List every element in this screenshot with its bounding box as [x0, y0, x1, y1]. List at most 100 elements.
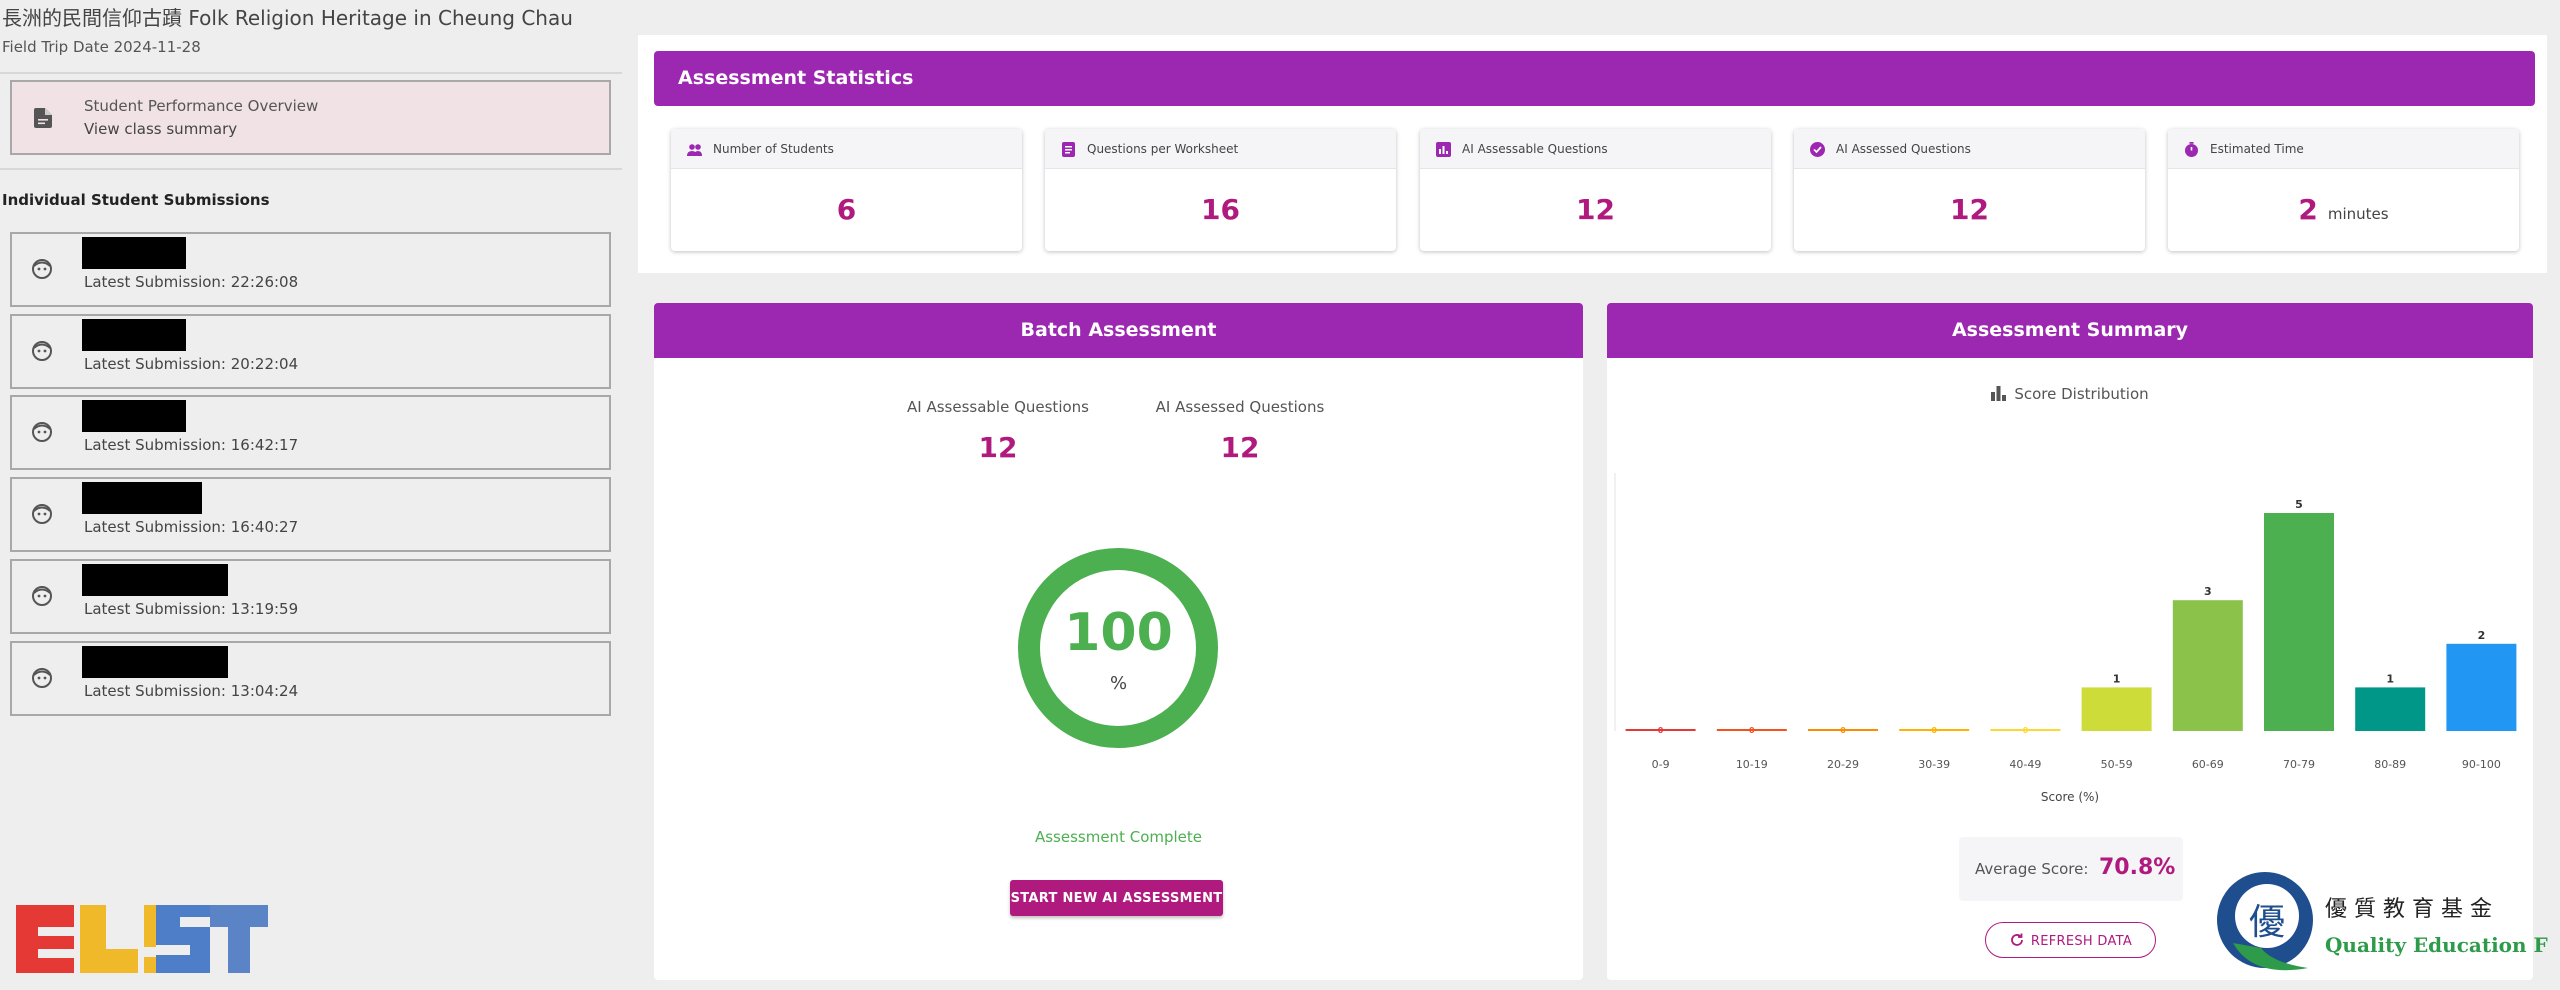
batch-title: Batch Assessment	[1020, 319, 1217, 341]
batch-panel: Batch Assessment AI Assessable Questions…	[654, 303, 1583, 980]
data-label-0-9: 0	[1658, 726, 1664, 735]
summary-title: Assessment Summary	[1951, 319, 2189, 341]
submission-time: Latest Submission: 16:40:27	[84, 518, 299, 537]
face-icon	[32, 422, 52, 443]
x-tick-label: 40-49	[2009, 758, 2041, 771]
stat-card: Questions per Worksheet 16	[1045, 129, 1396, 251]
x-tick-label: 0-9	[1652, 758, 1670, 771]
bar-30-39[interactable]	[1899, 729, 1970, 731]
stat-unit: minutes	[2327, 205, 2389, 223]
data-label-50-59: 1	[2113, 672, 2121, 685]
data-label-10-19: 0	[1749, 726, 1755, 735]
redacted-name	[82, 318, 186, 351]
refresh-data-label: REFRESH DATA	[2030, 933, 2133, 949]
divider	[0, 72, 622, 74]
worksheet-icon	[1062, 142, 1075, 157]
summary-panel: Assessment Summary Score Distribution 0 0…	[1607, 303, 2533, 980]
average-score-value: 70.8%	[2099, 855, 2176, 880]
document-icon	[34, 108, 52, 128]
batch-header: Batch Assessment	[654, 303, 1583, 358]
bar-50-59[interactable]	[2081, 687, 2152, 731]
stat-value: 16	[1045, 193, 1396, 226]
stat-label: AI Assessable Questions	[1462, 142, 1608, 156]
data-label-60-69: 3	[2204, 585, 2212, 598]
submission-time: Latest Submission: 22:26:08	[84, 273, 299, 291]
stat-value: 12	[1420, 193, 1771, 226]
redacted-name	[82, 645, 228, 678]
data-label-80-89: 1	[2386, 672, 2394, 685]
x-tick-label: 80-89	[2374, 758, 2406, 771]
timer-icon	[2185, 142, 2198, 157]
data-label-90-100: 2	[2478, 629, 2486, 642]
stat-card: Estimated Time 2 minutes	[2168, 129, 2519, 251]
stat-number: 2	[2298, 193, 2318, 226]
data-label-70-79: 5	[2295, 498, 2303, 511]
assessed-value: 12	[1220, 431, 1260, 464]
sidebar: 長洲的民間信仰古蹟 Folk Religion Heritage in Cheu…	[0, 0, 628, 990]
refresh-data-button[interactable]: REFRESH DATA	[1985, 922, 2156, 958]
distribution-title-text: Score Distribution	[2014, 385, 2149, 403]
assessable-label: AI Assessable Questions	[907, 398, 1089, 416]
data-label-20-29: 0	[1840, 726, 1846, 735]
stat-number: 12	[1950, 193, 1989, 226]
stat-number: 12	[1576, 193, 1615, 226]
x-tick-label: 90-100	[2462, 758, 2501, 771]
submission-time: Latest Submission: 13:19:59	[84, 599, 299, 618]
bar-10-19[interactable]	[1716, 729, 1787, 731]
bar-90-100[interactable]	[2446, 643, 2517, 731]
bar-80-89[interactable]	[2355, 687, 2426, 731]
bar-60-69[interactable]	[2172, 600, 2243, 731]
divider	[0, 168, 622, 170]
data-label-30-39: 0	[1931, 726, 1937, 735]
people-icon	[687, 144, 702, 156]
x-tick-label: 70-79	[2283, 758, 2315, 771]
bar-70-79[interactable]	[2264, 513, 2334, 731]
stat-number: 6	[836, 193, 857, 226]
stat-label: Number of Students	[713, 142, 834, 156]
x-tick-label: 60-69	[2192, 758, 2224, 771]
face-icon	[32, 504, 52, 525]
qef-english: Quality Education Fund	[2325, 933, 2548, 957]
face-icon	[32, 585, 52, 606]
stats-header: Assessment Statistics	[654, 51, 2535, 106]
start-assessment-button[interactable]: START NEW AI ASSESSMENT	[1010, 880, 1223, 916]
check-circle-icon	[1810, 142, 1825, 157]
student-card[interactable]: Latest Submission: 13:04:24	[10, 640, 611, 716]
stat-card-header: AI Assessable Questions	[1420, 129, 1771, 169]
student-card[interactable]: Latest Submission: 13:19:59	[10, 558, 611, 634]
chart-box-icon	[1436, 142, 1451, 157]
refresh-icon	[2011, 933, 2023, 946]
qef-logo: 優 優 質 教 育 基 金 Quality Education Fund	[2217, 872, 2548, 971]
x-axis-label: Score (%)	[2041, 790, 2099, 804]
stat-card-header: Number of Students	[671, 129, 1022, 169]
student-card[interactable]: Latest Submission: 20:22:04	[10, 313, 611, 389]
submission-time: Latest Submission: 20:22:04	[84, 354, 299, 373]
stat-value: 12	[1794, 193, 2145, 226]
stat-value: 6	[671, 193, 1022, 226]
student-card[interactable]: Latest Submission: 16:40:27	[10, 477, 611, 553]
stat-label: Questions per Worksheet	[1087, 142, 1239, 156]
student-card[interactable]: Latest Submission: 22:26:08	[10, 232, 611, 307]
stat-number: 16	[1201, 193, 1240, 226]
stat-label: Estimated Time	[2210, 142, 2304, 156]
overview-title: Student Performance Overview	[84, 97, 319, 115]
stat-card: AI Assessable Questions 12	[1420, 129, 1771, 251]
clst-logo	[16, 905, 268, 973]
bar-20-29[interactable]	[1808, 729, 1878, 731]
redacted-name	[82, 400, 186, 433]
bar-0-9[interactable]	[1625, 729, 1696, 731]
stats-title: Assessment Statistics	[678, 67, 914, 89]
student-card[interactable]: Latest Submission: 16:42:17	[10, 395, 611, 471]
data-label-40-49: 0	[2023, 726, 2029, 735]
progress-value: 100	[1064, 603, 1173, 663]
overview-card[interactable]: Student Performance Overview View class …	[10, 80, 611, 155]
x-tick-label: 10-19	[1736, 758, 1768, 771]
stat-label: AI Assessed Questions	[1836, 142, 1971, 156]
stat-card-header: AI Assessed Questions	[1794, 129, 2145, 169]
stat-card-header: Estimated Time	[2168, 129, 2519, 169]
bar-chart-icon	[1991, 386, 2007, 401]
stat-card-header: Questions per Worksheet	[1045, 129, 1396, 169]
bar-40-49[interactable]	[1990, 729, 2061, 731]
average-score-label: Average Score:	[1975, 860, 2089, 878]
overview-subtitle: View class summary	[84, 120, 238, 138]
